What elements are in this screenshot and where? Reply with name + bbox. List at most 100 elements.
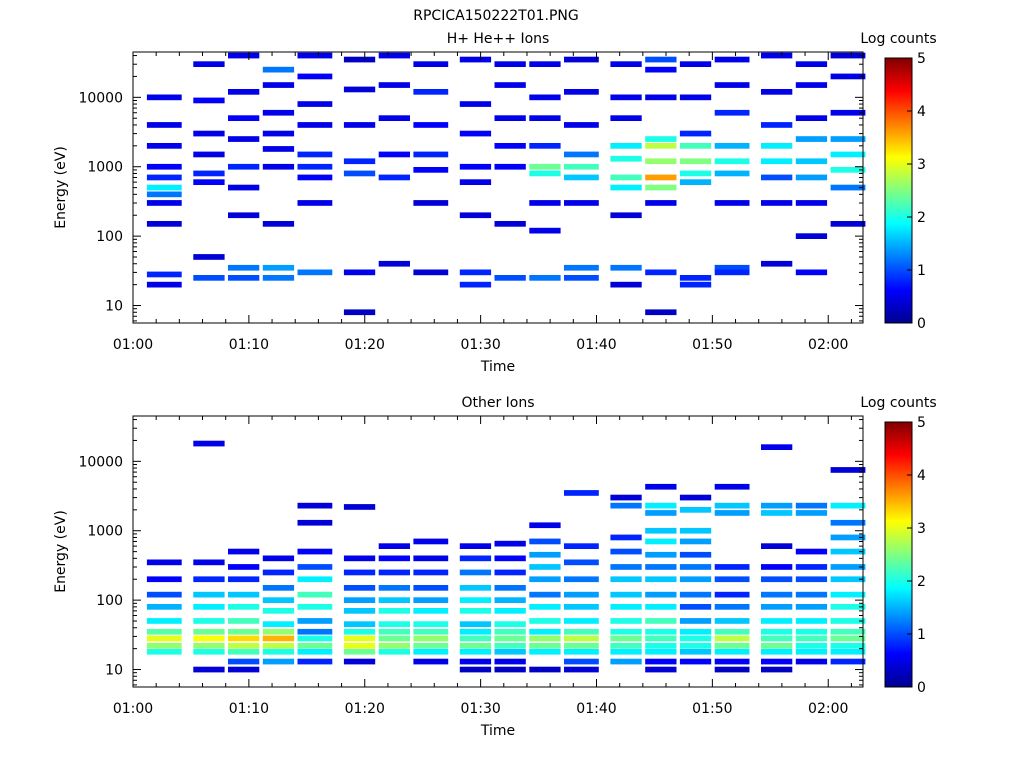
heatmap-cell (795, 510, 828, 516)
heatmap-cell (645, 174, 677, 181)
heatmap-cell (795, 591, 828, 598)
heatmap-cell (459, 543, 492, 549)
heatmap-cell (714, 576, 750, 583)
heatmap-cell (679, 275, 712, 281)
heatmap-cell (714, 648, 750, 655)
heatmap-cell (459, 179, 492, 185)
heatmap-cell (564, 635, 599, 642)
heatmap-cell (761, 635, 793, 642)
heatmap-cell (564, 151, 599, 158)
x-tick-label: 02:00 (808, 337, 848, 353)
heatmap-cell (228, 184, 260, 191)
heatmap-cell (494, 221, 526, 227)
heatmap-cell (193, 254, 225, 260)
heatmap-cell (795, 82, 828, 88)
heatmap-cell (610, 281, 642, 288)
heatmap-cell (645, 628, 677, 635)
heatmap-cell (343, 635, 376, 642)
heatmap-cell (610, 628, 642, 635)
heatmap-cell (714, 658, 750, 665)
heatmap-cell (494, 648, 526, 655)
heatmap-cell (459, 648, 492, 655)
x-axis-label: Time (480, 359, 515, 375)
heatmap-cell (830, 548, 866, 555)
heatmap-cell (343, 86, 376, 93)
heatmap-cell (830, 642, 866, 649)
heatmap-cell (459, 212, 492, 219)
heatmap-cell (297, 591, 333, 598)
x-tick-label: 01:00 (113, 701, 153, 717)
heatmap-cell (714, 591, 750, 598)
heatmap-cell (343, 309, 376, 316)
heatmap-cell (564, 174, 599, 181)
heatmap-cell (645, 66, 677, 73)
heatmap-cell (645, 56, 677, 63)
heatmap-cell (610, 618, 642, 624)
heatmap-cell (679, 61, 712, 67)
heatmap-cell (610, 642, 642, 649)
heatmap-cell (378, 115, 410, 121)
heatmap-cell (343, 504, 376, 510)
heatmap-cell (459, 621, 492, 627)
heatmap-cell (795, 502, 828, 509)
heatmap-cell (795, 628, 828, 635)
heatmap-cell (645, 648, 677, 655)
heatmap-cell (146, 648, 182, 655)
heatmap-cell (645, 591, 677, 598)
heatmap-cell (413, 151, 449, 158)
heatmap-cell (564, 56, 599, 63)
heatmap-cell (413, 635, 449, 642)
heatmap-cell (494, 642, 526, 649)
heatmap-cell (343, 555, 376, 562)
heatmap-cell (343, 658, 376, 665)
heatmap-cell (795, 576, 828, 583)
heatmap-cell (830, 184, 866, 191)
heatmap-cell (830, 502, 866, 509)
heatmap-cell (262, 628, 295, 635)
heatmap-cell (297, 635, 333, 642)
heatmap-cell (297, 618, 333, 624)
heatmap-cell (761, 174, 793, 181)
heatmap-cell (378, 569, 410, 576)
heatmap-cell (459, 269, 492, 276)
heatmap-cell (714, 200, 750, 206)
heatmap-cell (564, 604, 599, 610)
heatmap-cell (378, 52, 410, 59)
heatmap-cell (830, 591, 866, 598)
heatmap-cell (830, 658, 866, 665)
heatmap-cell (679, 94, 712, 101)
heatmap-cell (146, 642, 182, 649)
heatmap-cell (529, 61, 561, 67)
heatmap-cell (761, 666, 793, 673)
chart-panel-1: 01:00 01:10 01:20 01:30 01:40 01:50 02:00 Time 1… (53, 31, 937, 375)
heatmap-cell (714, 143, 750, 149)
heatmap-cell (645, 502, 677, 509)
heatmap-cell (679, 170, 712, 177)
y-tick-label: 1000 (87, 160, 123, 176)
heatmap-cell (494, 635, 526, 642)
heatmap-cell (761, 444, 793, 450)
heatmap-cell (413, 608, 449, 614)
heatmap-cell (494, 275, 526, 281)
heatmap-cell (795, 564, 828, 570)
heatmap-cell (610, 576, 642, 583)
heatmap-cell (645, 510, 677, 516)
heatmap-cell (146, 635, 182, 642)
x-tick-label: 01:00 (113, 337, 153, 353)
heatmap-cell (297, 576, 333, 583)
chart-panel-2: 01:00 01:10 01:20 01:30 01:40 01:50 02:00 Time 1… (53, 395, 937, 739)
colorbar-tick-label: 4 (917, 468, 926, 484)
heatmap-cell (193, 576, 225, 583)
colorbar-label: Log counts (860, 395, 936, 411)
heatmap-cell (679, 564, 712, 570)
heatmap-cell (343, 170, 376, 177)
heatmap-cell (459, 585, 492, 591)
heatmap-cell (146, 221, 182, 227)
heatmap-cell (564, 275, 599, 281)
heatmap-cell (297, 101, 333, 107)
heatmap-cell (679, 507, 712, 513)
heatmap-cell (262, 275, 295, 281)
heatmap-cell (830, 73, 866, 80)
heatmap-cell (610, 115, 642, 121)
colorbar-tick-label: 0 (917, 316, 926, 332)
